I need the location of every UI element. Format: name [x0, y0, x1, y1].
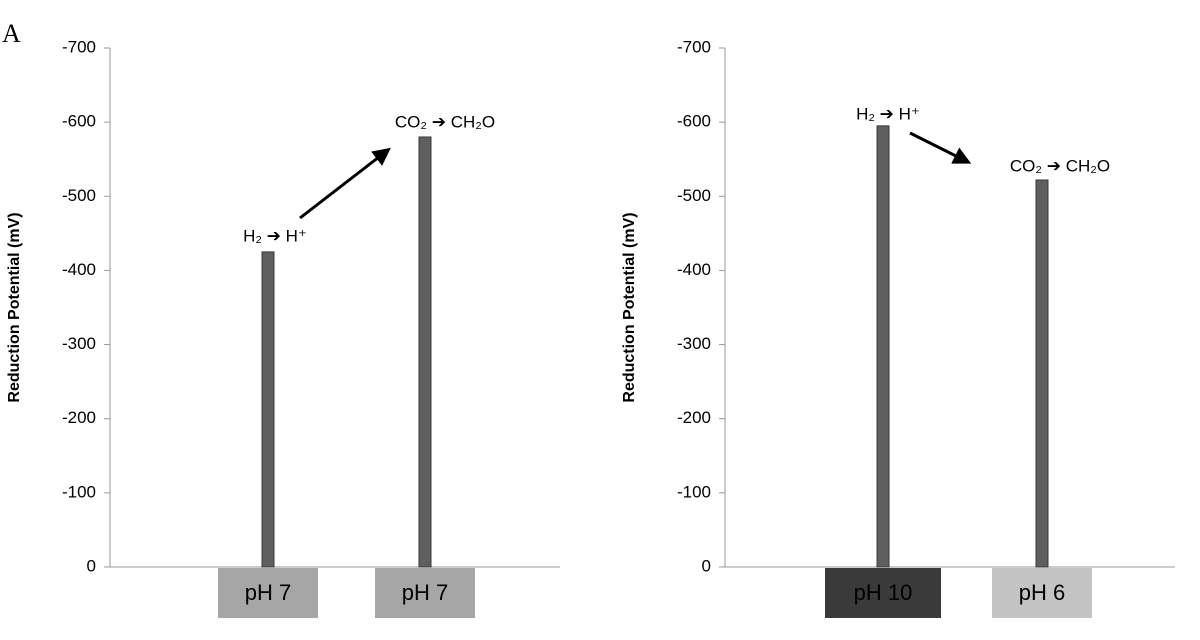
annotation: H₂ ➔ H⁺ — [856, 104, 920, 123]
x-tick-label: pH 7 — [402, 580, 448, 605]
bar — [261, 251, 275, 568]
arrow — [299, 147, 391, 220]
y-tick-label: -300 — [677, 334, 711, 353]
bar — [418, 136, 432, 568]
annotation: CO₂ ➔ CH₂O — [1010, 156, 1110, 175]
y-tick-label: -200 — [677, 408, 711, 427]
category-box — [218, 568, 318, 618]
y-tick-label: -700 — [62, 37, 96, 56]
y-tick-label: -100 — [677, 482, 711, 501]
x-tick-label: pH 7 — [245, 580, 291, 605]
annotation: H₂ ➔ H⁺ — [243, 226, 307, 245]
y-tick-label: -100 — [62, 482, 96, 501]
y-tick-label: -200 — [62, 408, 96, 427]
y-tick-label: 0 — [702, 556, 711, 575]
bar — [1035, 179, 1049, 568]
annotation: CO₂ ➔ CH₂O — [395, 112, 495, 131]
y-axis-title: Reduction Potential (mV) — [621, 212, 638, 402]
panel-label: A — [2, 19, 21, 48]
y-axis-title: Reduction Potential (mV) — [6, 212, 23, 402]
y-tick-label: -400 — [677, 260, 711, 279]
arrow — [909, 131, 972, 164]
y-tick-label: -600 — [62, 112, 96, 131]
y-tick-label: -500 — [677, 186, 711, 205]
category-box — [825, 568, 941, 618]
y-tick-label: -600 — [677, 112, 711, 131]
x-tick-label: pH 6 — [1019, 580, 1065, 605]
y-tick-label: -400 — [62, 260, 96, 279]
y-tick-label: -500 — [62, 186, 96, 205]
y-tick-label: -700 — [677, 37, 711, 56]
category-box — [375, 568, 475, 618]
bar — [876, 125, 890, 568]
y-tick-label: -300 — [62, 334, 96, 353]
category-box — [992, 568, 1092, 618]
y-tick-label: 0 — [87, 556, 96, 575]
x-tick-label: pH 10 — [854, 580, 913, 605]
